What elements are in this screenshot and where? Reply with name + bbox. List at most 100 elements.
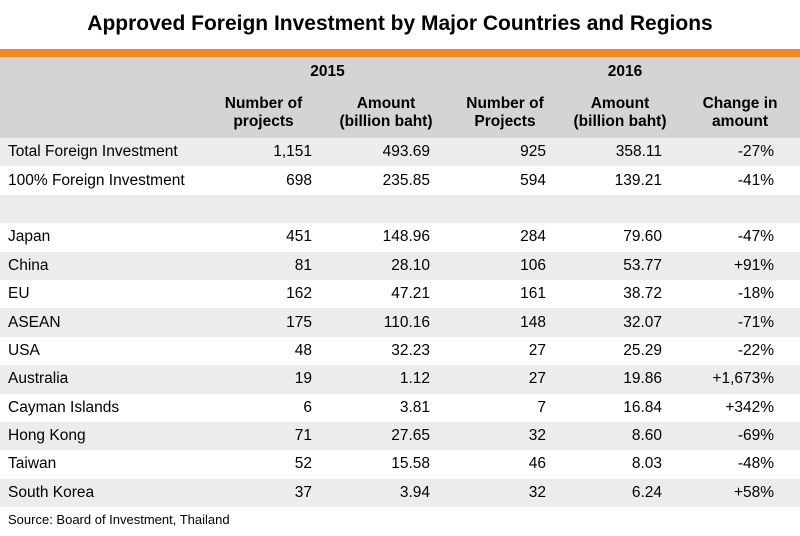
col-header-change: Change in amount xyxy=(680,87,800,138)
table-cell: 594 xyxy=(520,171,547,189)
table-cell: 235.85 xyxy=(382,171,431,189)
row-label: EU xyxy=(8,285,30,303)
table-cell: 25.29 xyxy=(623,341,663,359)
column-header-row: Number of projects Amount (billion baht) N… xyxy=(0,87,800,138)
table-cell: 7 xyxy=(537,398,547,416)
table-cell: 32 xyxy=(450,478,561,508)
table-cell: 32.07 xyxy=(560,308,681,337)
table-cell: 3.81 xyxy=(399,398,431,416)
accent-divider xyxy=(0,49,800,57)
row-label: Australia xyxy=(0,365,205,394)
table-cell: 162 xyxy=(286,285,312,303)
table-cell: 358.11 xyxy=(560,138,681,167)
table-cell: 71 xyxy=(205,421,322,451)
table-cell: -27% xyxy=(680,138,800,167)
table-row: USA 48 32.23 27 25.29 -22% xyxy=(0,337,800,365)
table-cell: 3.94 xyxy=(322,478,451,508)
row-label: Total Foreign Investment xyxy=(0,138,205,167)
table-cell xyxy=(450,194,561,224)
table-cell xyxy=(680,194,800,224)
table-cell: -71% xyxy=(680,308,800,337)
table-cell: 451 xyxy=(286,228,312,246)
table-cell: -48% xyxy=(737,455,775,473)
table-row: Total Foreign Investment 1,151 493.69 925 35… xyxy=(0,138,800,167)
table-cell: -69% xyxy=(680,421,800,451)
table-cell xyxy=(322,194,451,224)
table-cell: 53.77 xyxy=(560,251,681,280)
col-header-amount-2015: Amount (billion baht) xyxy=(322,87,451,138)
table-row: ASEAN 175 110.16 148 32.07 -71% xyxy=(0,308,800,337)
table-cell: 284 xyxy=(520,228,547,246)
year-2016-header: 2016 xyxy=(450,57,800,87)
table-cell: -47% xyxy=(737,228,775,246)
table-cell: 8.60 xyxy=(560,421,681,451)
table-cell: 38.72 xyxy=(623,285,663,303)
table-row: 100% Foreign Investment 698 235.85 594 139.2… xyxy=(0,166,800,194)
row-label: USA xyxy=(8,341,40,359)
table-cell: 1,151 xyxy=(205,138,322,167)
col-header-projects-2015: Number of projects xyxy=(205,87,322,138)
row-label xyxy=(0,194,205,224)
year-2015-header: 2015 xyxy=(205,57,451,87)
table-cell: 161 xyxy=(520,285,547,303)
table-cell: +1,673% xyxy=(680,365,800,394)
table-row: Australia 19 1.12 27 19.86 +1,673% xyxy=(0,365,800,394)
table-cell: 16.84 xyxy=(623,398,663,416)
row-label: Cayman Islands xyxy=(8,398,120,416)
table-cell: 15.58 xyxy=(391,455,431,473)
row-label: Japan xyxy=(8,228,51,246)
table-cell: 175 xyxy=(205,308,322,337)
table-cell: 148 xyxy=(450,308,561,337)
table-cell: 28.10 xyxy=(322,251,451,280)
table-cell: 81 xyxy=(205,251,322,280)
table-row: Cayman Islands 6 3.81 7 16.84 +342% xyxy=(0,394,800,422)
table-cell: 19 xyxy=(205,365,322,394)
table-cell: 46 xyxy=(528,455,547,473)
investment-table: 2015 2016 Number of projects Amount (billi… xyxy=(0,57,800,508)
table-cell: 27 xyxy=(450,365,561,394)
table-cell: 27 xyxy=(528,341,547,359)
header-blank xyxy=(0,57,205,87)
source-note: Source: Board of Investment, Thailand xyxy=(8,512,230,527)
table-cell: +91% xyxy=(680,251,800,280)
table-cell: 48 xyxy=(294,341,312,359)
table-row xyxy=(0,194,800,224)
table-row: Japan 451 148.96 284 79.60 -47% xyxy=(0,223,800,251)
table-cell xyxy=(560,194,681,224)
table-title: Approved Foreign Investment by Major Cou… xyxy=(87,12,713,35)
table-cell: 110.16 xyxy=(322,308,451,337)
table-cell: 925 xyxy=(450,138,561,167)
table-cell: -41% xyxy=(737,171,775,189)
table-row: Hong Kong 71 27.65 32 8.60 -69% xyxy=(0,421,800,451)
header-blank xyxy=(0,87,205,138)
table-cell: 106 xyxy=(450,251,561,280)
table-cell: +342% xyxy=(725,398,775,416)
row-label: 100% Foreign Investment xyxy=(8,171,185,189)
table-cell: 52 xyxy=(294,455,312,473)
table-row: Taiwan 52 15.58 46 8.03 -48% xyxy=(0,450,800,478)
table-cell: 79.60 xyxy=(623,228,663,246)
table-cell: 493.69 xyxy=(322,138,451,167)
col-header-projects-2016: Number of Projects xyxy=(450,87,561,138)
table-cell: 19.86 xyxy=(560,365,681,394)
table-cell: -22% xyxy=(737,341,775,359)
row-label: ASEAN xyxy=(0,308,205,337)
table-cell: 698 xyxy=(286,171,312,189)
table-cell: 32 xyxy=(450,421,561,451)
row-label: South Korea xyxy=(0,478,205,508)
year-header-row: 2015 2016 xyxy=(0,57,800,87)
table-cell: -18% xyxy=(737,285,775,303)
table-cell xyxy=(205,194,322,224)
row-label: Taiwan xyxy=(8,455,57,473)
row-label: China xyxy=(0,251,205,280)
table-cell: 37 xyxy=(205,478,322,508)
table-cell: 27.65 xyxy=(322,421,451,451)
table-cell: 1.12 xyxy=(322,365,451,394)
col-header-amount-2016: Amount (billion baht) xyxy=(560,87,681,138)
table-cell: 148.96 xyxy=(382,228,431,246)
table-cell: 8.03 xyxy=(631,455,663,473)
table-cell: 6 xyxy=(303,398,312,416)
table-cell: +58% xyxy=(680,478,800,508)
table-row: South Korea 37 3.94 32 6.24 +58% xyxy=(0,478,800,508)
row-label: Hong Kong xyxy=(0,421,205,451)
